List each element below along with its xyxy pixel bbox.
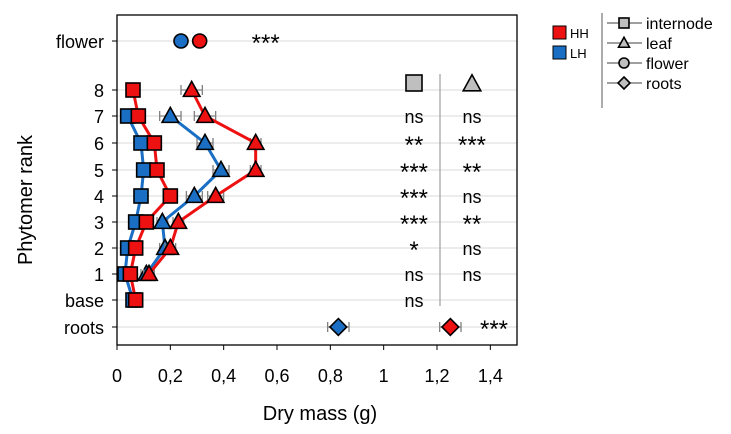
significance-internode-3: *** [400,211,428,238]
significance-leaf-7: ns [462,107,481,127]
significance-internode-1: ns [404,265,423,285]
marker-HH-internode-3 [138,214,155,230]
marker-LH-leaf-6 [195,132,215,151]
marker-HH-internode-8 [125,82,141,98]
marker-LH-flower-flower [173,33,189,49]
marker-HH-internode-base [127,292,144,308]
marker-HH-leaf-2 [160,237,180,256]
significance-roots: *** [480,316,508,343]
marker-HH-leaf-1 [139,263,159,282]
x-axis-ticks: 0 0,2 0,4 0,6 0,8 1 1,2 1,4 [112,345,503,386]
marker-HH-leaf-7 [195,105,215,124]
legend: HH LH internode leaf flower roots [552,13,713,108]
y-category-roots: roots [64,318,104,338]
marker-LH-internode-4 [133,188,149,204]
legend-organ-flower: flower [646,56,689,73]
significance-leaf-4: ns [462,187,481,207]
series-layer [117,33,462,337]
x-tick-label: 0,8 [318,366,343,386]
significance-internode-5: *** [400,159,428,186]
y-category-2: 2 [94,239,104,259]
x-tick-label: 1,4 [478,366,503,386]
x-tick-label: 0,6 [264,366,289,386]
significance-internode-7: ns [404,107,423,127]
marker-HH-internode-7 [130,108,147,124]
marker-LH-internode-5 [135,162,152,178]
y-category-7: 7 [94,107,104,127]
legend-swatch-LH [552,45,567,60]
marker-HH-internode-1 [122,266,139,282]
significance-flower: *** [252,30,280,57]
significance-leaf-1: ns [462,265,481,285]
legend-swatch-HH [552,25,567,40]
marker-LH-leaf-7 [160,105,180,124]
significance-internode-6: ** [405,132,424,159]
legend-marker-flower [618,57,630,69]
y-category-8: 8 [94,81,104,101]
marker-LH-leaf-3 [152,211,172,230]
marker-HH-roots-roots [440,317,460,337]
marker-HH-flower-flower [191,33,208,49]
significance-columns [405,73,483,306]
x-tick-label: 1 [379,366,389,386]
column-header-internode-square [405,74,423,92]
legend-organ-internode: internode [646,16,713,33]
y-category-3: 3 [94,213,104,233]
marker-HH-internode-5 [149,162,165,178]
legend-marker-internode [618,17,630,29]
significance-leaf-5: ** [463,159,482,186]
x-tick-label: 1,2 [424,366,449,386]
significance-leaf-6: *** [458,132,486,159]
marker-HH-leaf-3 [168,211,188,230]
marker-LH-leaf-4 [184,185,204,204]
marker-HH-leaf-6 [246,132,266,151]
y-category-1: 1 [94,265,104,285]
y-category-flower: flower [56,32,104,52]
marker-HH-leaf-5 [246,159,266,178]
marker-HH-leaf-4 [206,185,226,204]
y-category-6: 6 [94,134,104,154]
legend-organ-roots: roots [646,76,682,93]
y-category-4: 4 [94,187,104,207]
marker-HH-internode-4 [162,188,179,204]
x-tick-label: 0,2 [158,366,183,386]
significance-internode-base: ns [404,291,423,311]
marker-LH-internode-6 [133,135,149,151]
x-axis-label: Dry mass (g) [263,403,377,425]
significance-internode-4: *** [400,185,428,212]
legend-marker-roots [616,75,632,91]
y-category-base: base [65,291,104,311]
marker-LH-leaf-5 [211,159,231,178]
y-axis-categories: flower 8 7 6 5 4 3 2 1 base roots [56,32,117,338]
y-category-5: 5 [94,161,104,181]
legend-marker-leaf [617,35,631,49]
column-header-leaf-triangle [461,73,483,92]
legend-organ-leaf: leaf [646,36,672,53]
legend-label-HH: HH [570,26,589,41]
plot-frame [116,14,518,346]
x-tick-label: 0 [112,366,122,386]
y-axis-label: Phytomer rank [15,134,37,265]
marker-HH-internode-6 [146,135,163,151]
x-tick-label: 0,4 [211,366,236,386]
significance-leaf-2: ns [462,239,481,259]
marker-HH-leaf-8 [182,79,202,98]
marker-LH-roots-roots [328,317,348,337]
significance-leaf-3: ** [463,211,482,238]
significance-internode-2: * [409,237,418,264]
marker-HH-internode-2 [127,240,144,256]
gridlines [117,40,517,328]
legend-label-LH: LH [570,46,587,61]
